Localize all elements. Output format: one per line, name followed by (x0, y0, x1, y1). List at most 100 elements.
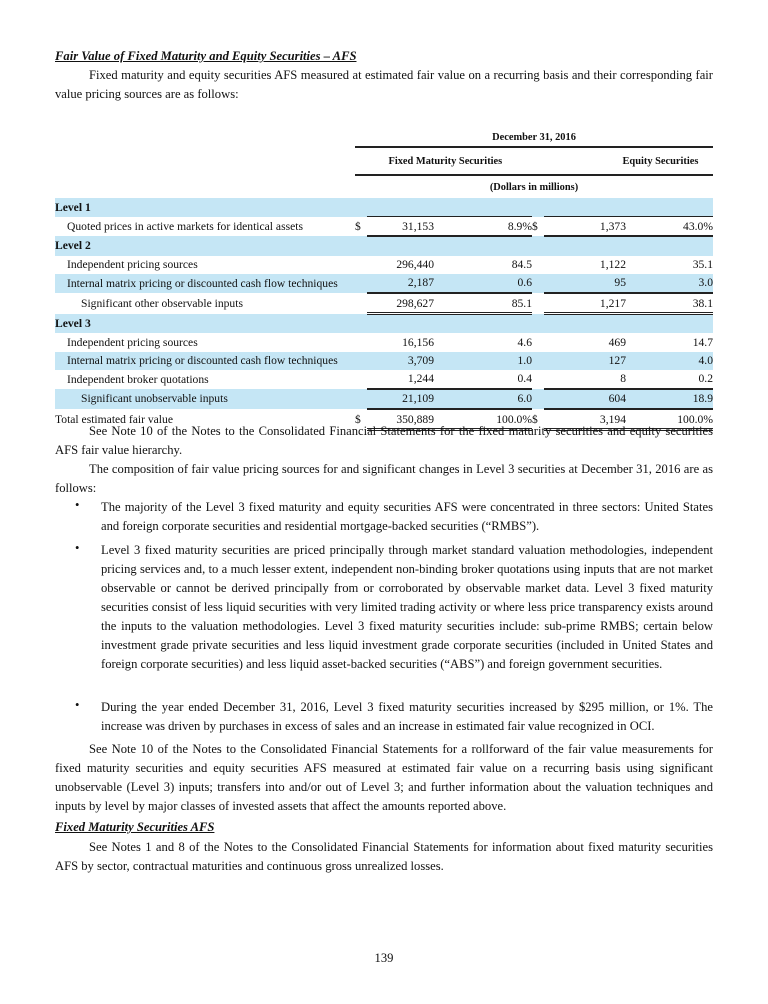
empty-cell (544, 313, 634, 334)
section-heading-fixed-maturity: Fixed Maturity Securities AFS (55, 820, 215, 834)
table-row: Quoted prices in active markets for iden… (55, 216, 713, 238)
equity-value: 604 (544, 388, 634, 411)
dollar-sign (355, 293, 367, 314)
paragraph-notes-1-8: See Notes 1 and 8 of the Notes to the Co… (55, 840, 713, 873)
level-header: Level 3 (55, 313, 355, 334)
dollar-sign (355, 256, 367, 274)
fixed-value: 3,709 (367, 351, 442, 370)
table-row: Independent pricing sources 16,156 4.6 469 1… (55, 333, 713, 351)
empty-cell (367, 236, 442, 256)
table-row: Total estimated fair value $350,889 100.0%… (55, 409, 713, 432)
dollar-sign (355, 351, 367, 370)
fixed-percent: 85.1 (442, 292, 532, 316)
dollar-sign (532, 388, 544, 410)
label-cell: Internal matrix pricing or discounted ca… (55, 273, 355, 293)
fair-value-table: December 31, 2016 Fixed Maturity Securit… (55, 128, 713, 432)
equity-value: 1,217 (544, 292, 634, 316)
fixed-value: 1,244 (367, 369, 442, 390)
equity-percent: 3.0 (634, 273, 713, 294)
fixed-percent: 4.6 (517, 335, 533, 349)
empty-cell (367, 198, 442, 217)
label-cell: Independent broker quotations (67, 372, 209, 386)
fixed-percent: 0.4 (442, 369, 532, 390)
equity-value: 1,122 (599, 258, 626, 272)
label-cell: Significant other observable inputs (81, 296, 243, 310)
bullet-icon: • (75, 698, 80, 712)
equity-percent: 35.1 (692, 258, 713, 272)
empty-cell (355, 198, 367, 217)
fixed-percent: 6.0 (442, 388, 532, 411)
dollar-sign: $ (355, 412, 361, 426)
equity-value: 95 (544, 273, 634, 294)
dollar-sign (355, 370, 367, 389)
empty-cell (355, 236, 367, 256)
fixed-percent: 8.9% (442, 216, 532, 238)
col-equity: Equity Securities (532, 147, 713, 176)
fixed-value: 350,889 (367, 409, 442, 432)
fixed-percent: 100.0% (442, 409, 532, 432)
dollar-sign (532, 333, 544, 351)
dollar-sign: $ (532, 220, 538, 234)
section-heading: Fair Value of Fixed Maturity and Equity … (55, 49, 357, 63)
units-label: (Dollars in millions) (489, 181, 579, 193)
paragraph-rollforward: See Note 10 of the Notes to the Consolid… (55, 742, 713, 813)
dollar-sign (532, 293, 544, 314)
dollar-sign (355, 333, 367, 351)
empty-cell (634, 313, 713, 334)
level-header: Level 2 (55, 236, 355, 256)
equity-percent: 0.2 (634, 369, 713, 390)
table-row: Level 3 (55, 313, 713, 334)
equity-value: 469 (608, 335, 626, 349)
label-cell: Quoted prices in active markets for iden… (67, 220, 303, 234)
dollar-sign (532, 256, 544, 274)
equity-percent: 18.9 (634, 388, 713, 411)
paragraph-note-10: See Note 10 of the Notes to the Consolid… (55, 424, 713, 457)
fixed-percent: 84.5 (511, 258, 532, 272)
fixed-value: 31,153 (367, 216, 442, 238)
table-row: Independent broker quotations 1,244 0.4 8 0.… (55, 369, 713, 390)
fixed-value: 2,187 (367, 273, 442, 294)
fixed-value: 21,109 (367, 388, 442, 411)
table-row: Independent pricing sources 296,440 84.5 1,… (55, 256, 713, 274)
fixed-value: 16,156 (402, 335, 434, 349)
equity-percent: 43.0% (634, 216, 713, 238)
fixed-value: 298,627 (367, 292, 442, 316)
dollar-sign (532, 370, 544, 389)
equity-percent: 14.7 (692, 335, 713, 349)
equity-percent: 4.0 (634, 351, 713, 370)
table-row: Internal matrix pricing or discounted ca… (55, 351, 713, 370)
fixed-value: 296,440 (396, 258, 434, 272)
label-cell: Independent pricing sources (67, 258, 198, 272)
label-cell: Independent pricing sources (67, 335, 198, 349)
dollar-sign (532, 351, 544, 370)
table-row: Significant unobservable inputs 21,109 6.0… (55, 388, 713, 411)
fixed-percent: 1.0 (442, 351, 532, 370)
label-cell: Significant unobservable inputs (55, 388, 355, 410)
page-number: 139 (374, 951, 394, 965)
empty-cell (442, 313, 532, 334)
equity-value: 8 (544, 369, 634, 390)
intro-paragraph: Fixed maturity and equity securities AFS… (55, 68, 713, 101)
bullet-icon: • (75, 541, 80, 555)
dollar-sign (355, 273, 367, 293)
dollar-sign (532, 273, 544, 293)
equity-value: 1,373 (544, 216, 634, 238)
empty-cell (355, 313, 367, 334)
level-header: Level 1 (55, 198, 355, 217)
fixed-percent: 0.6 (442, 273, 532, 294)
equity-percent: 38.1 (634, 292, 713, 316)
empty-cell (442, 198, 532, 217)
empty-cell (544, 236, 634, 256)
empty-cell (532, 198, 544, 217)
empty-cell (367, 313, 442, 334)
equity-percent: 100.0% (634, 409, 713, 432)
equity-value: 3,194 (544, 409, 634, 432)
paragraph-composition: The composition of fair value pricing so… (55, 462, 713, 495)
equity-value: 127 (544, 351, 634, 370)
label-cell: Internal matrix pricing or discounted ca… (55, 351, 355, 370)
table-row: Level 2 (55, 236, 713, 256)
bullet-icon: • (75, 498, 80, 512)
empty-cell (634, 236, 713, 256)
dollar-sign (355, 388, 367, 410)
